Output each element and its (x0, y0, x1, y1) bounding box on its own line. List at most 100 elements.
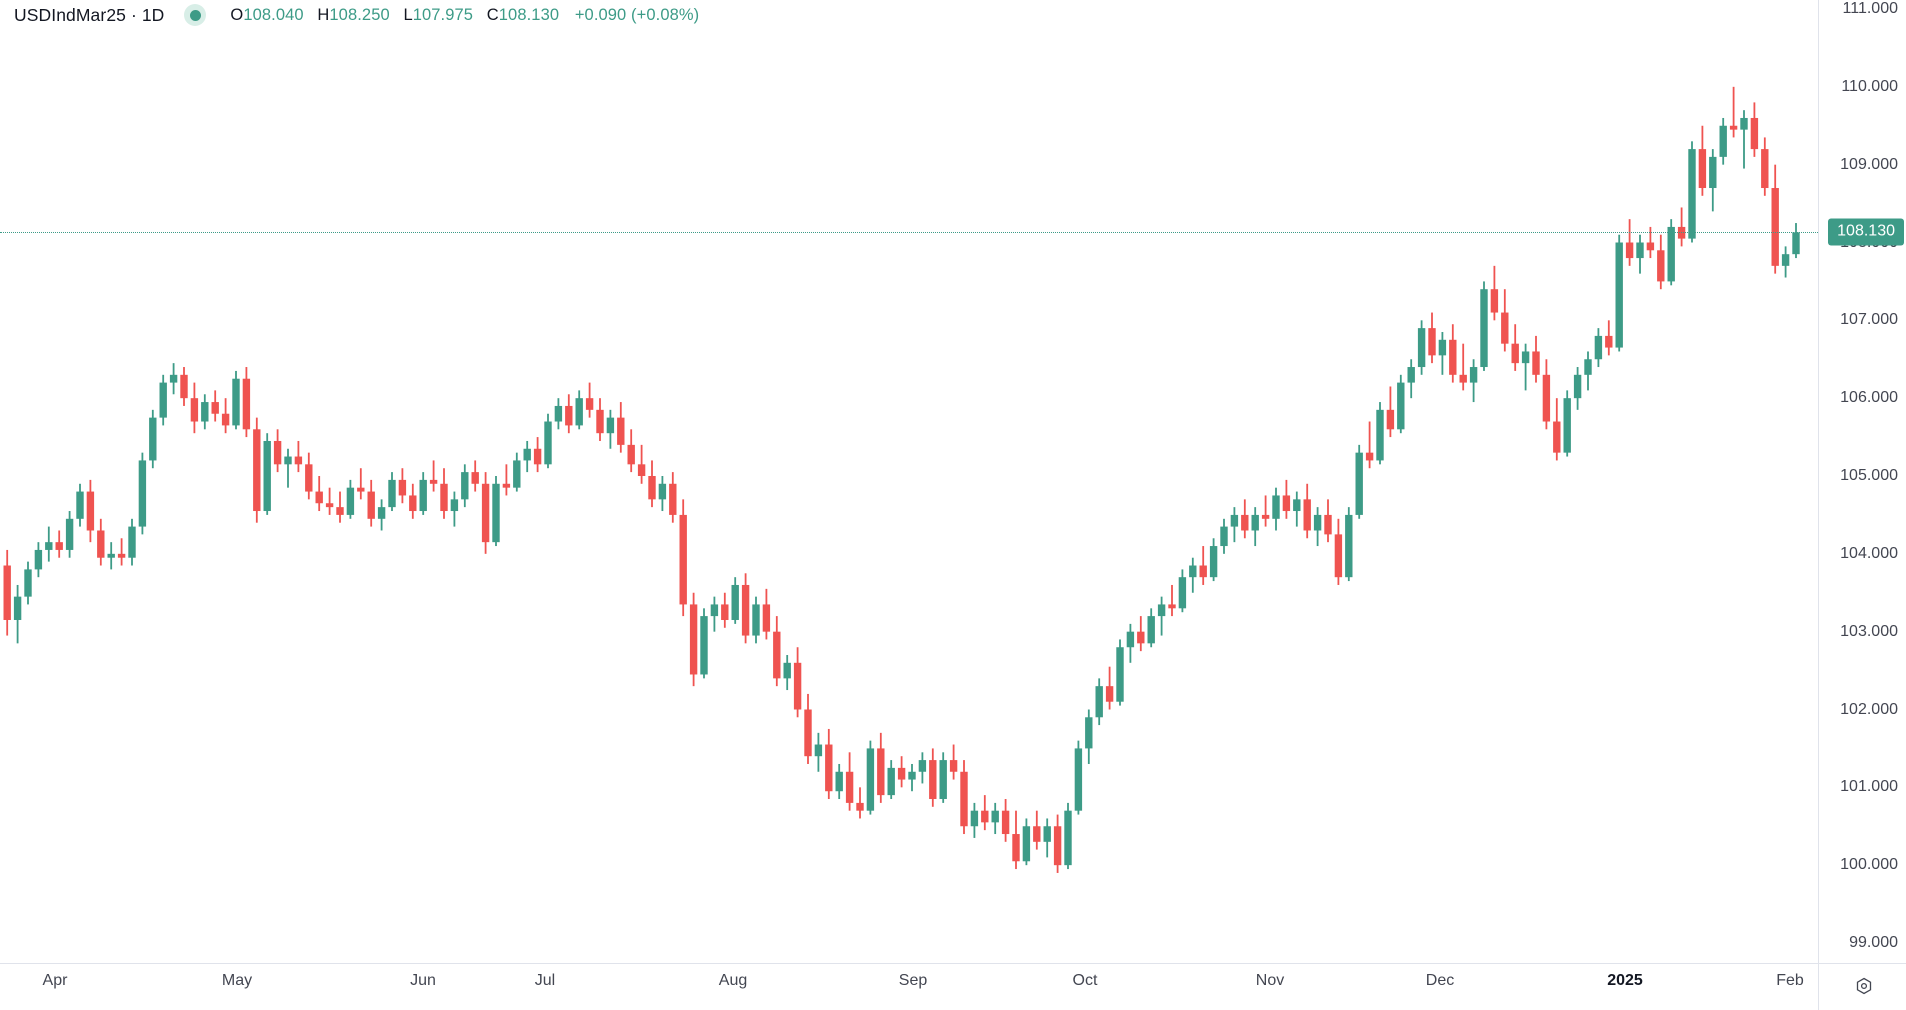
candle-wick (120, 538, 123, 566)
close-value: 108.130 (498, 5, 560, 24)
candle-body (1209, 546, 1218, 578)
candle-body (253, 429, 261, 512)
candle-body (575, 398, 583, 426)
candle-body (471, 472, 479, 484)
candle-body (1792, 232, 1800, 255)
candle-body (211, 402, 219, 414)
candle-body (887, 767, 895, 796)
candle-body (138, 460, 147, 527)
candle-body (502, 483, 511, 488)
candle-body (544, 421, 552, 465)
candle-body (263, 440, 271, 512)
candle-body (814, 744, 823, 757)
candle-body (1740, 117, 1748, 130)
time-axis-top-border (0, 963, 1906, 964)
candle-body (1594, 335, 1603, 360)
price-tick: 110.000 (1841, 77, 1898, 95)
candle-body (721, 604, 729, 620)
candle-body (845, 771, 854, 803)
time-axis[interactable]: Apr May Jun Jul Aug Sep Oct Nov Dec 2025 Feb (0, 963, 1906, 1010)
candle-wick (1649, 226, 1652, 259)
candle-body (1043, 826, 1051, 842)
candle-body (991, 810, 999, 823)
candle-wick (1171, 584, 1173, 617)
candle-body (1698, 149, 1707, 189)
candle-body (86, 491, 95, 531)
time-tick: 2025 (1607, 972, 1643, 989)
candle-body (367, 491, 375, 519)
candle-body (669, 483, 677, 515)
candle-body (201, 402, 209, 422)
candle-body (409, 495, 417, 512)
candle-body (1657, 250, 1665, 282)
crosshair-glyph (1856, 977, 1872, 995)
candle-body (1064, 810, 1072, 866)
candle-body (1542, 374, 1551, 422)
candle-body (1012, 834, 1020, 862)
candle-body (24, 569, 32, 597)
candle-body (1584, 359, 1592, 375)
candle-body (1355, 452, 1363, 515)
candle-body (1428, 328, 1436, 356)
candle-body (554, 405, 563, 422)
candle-body (97, 530, 105, 558)
candle-wick (297, 440, 300, 473)
candle-body (1168, 604, 1176, 609)
candle-body (34, 549, 43, 570)
chart-plot-area[interactable] (0, 0, 1818, 963)
candle-body (918, 760, 927, 772)
candle-body (1126, 631, 1135, 648)
time-tick: Sep (898, 972, 928, 989)
candle-body (970, 810, 979, 827)
candle-body (617, 417, 625, 445)
candle-body (1771, 188, 1779, 266)
candle-body (65, 518, 74, 550)
candle-body (190, 398, 199, 422)
candle-body (107, 553, 115, 558)
symbol-label[interactable]: USDIndMar25 · 1D (14, 4, 165, 25)
candle-body (1282, 495, 1291, 512)
time-tick: Apr (42, 972, 68, 989)
candle-body (1625, 242, 1634, 259)
high-label: H (317, 5, 330, 24)
candle-body (533, 448, 542, 465)
candle-body (1386, 409, 1395, 430)
candle-body (773, 631, 781, 679)
candle-body (1397, 382, 1405, 430)
candle-body (960, 771, 968, 827)
open-label: O (230, 5, 244, 24)
crosshair-target-icon[interactable] (1852, 974, 1876, 998)
open-value: 108.040 (243, 5, 304, 24)
candle-body (949, 760, 958, 772)
candle-body (398, 479, 407, 496)
candle-body (689, 604, 698, 675)
price-tick: 105.000 (1840, 467, 1898, 484)
candle-body (117, 553, 126, 558)
candle-body (700, 616, 708, 675)
price-tick: 104.000 (1840, 544, 1898, 562)
candle-wick (287, 448, 289, 488)
candle-body (1501, 312, 1509, 344)
candle-body (585, 398, 594, 410)
candle-body (1241, 514, 1249, 531)
candle-body (1490, 289, 1499, 313)
ohlc-values: O108.040 H108.250 L107.975 C108.130 +0.0… (230, 6, 699, 25)
candle-body (1719, 125, 1727, 157)
price-axis[interactable]: 108.130 111.000110.000109.000108.000107.… (1818, 0, 1906, 963)
candle-body (1116, 647, 1124, 702)
candle-body (1157, 604, 1166, 617)
time-tick: Jul (534, 972, 556, 989)
candle-wick (1368, 421, 1371, 469)
candle-body (294, 456, 303, 465)
candle-body (273, 440, 282, 465)
candle-wick (1524, 343, 1527, 391)
price-tick: 111.000 (1842, 0, 1898, 17)
candle-body (1189, 565, 1197, 578)
candle-body (679, 514, 687, 605)
candle-body (981, 810, 989, 823)
candle-body (513, 460, 521, 488)
candle-wick (1264, 495, 1267, 527)
current-price-line (0, 232, 1818, 234)
candle-body (565, 405, 573, 426)
